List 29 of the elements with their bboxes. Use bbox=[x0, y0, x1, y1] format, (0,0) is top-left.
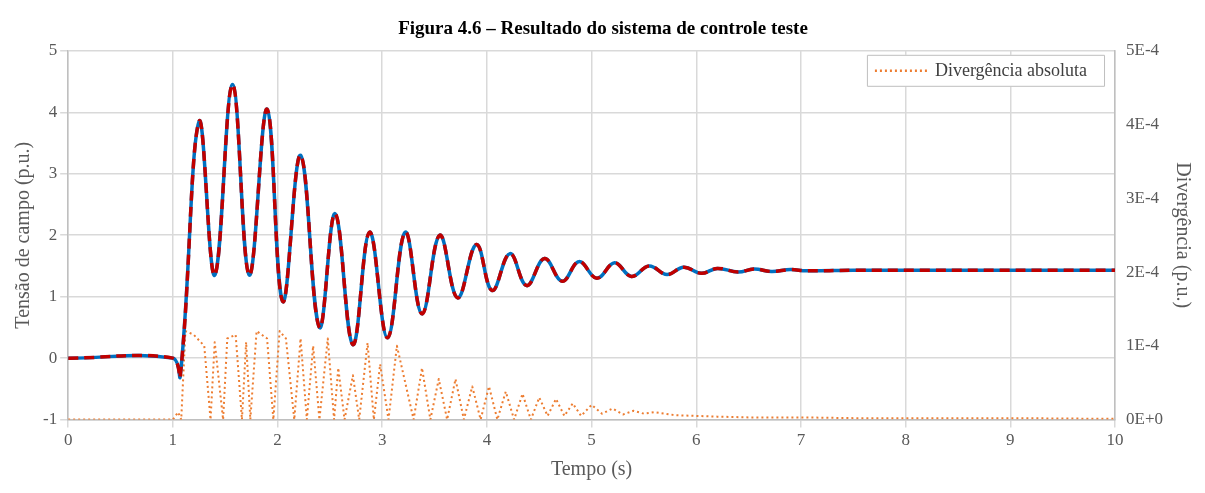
x-tick-label: 7 bbox=[796, 430, 806, 450]
y2-tick-label: 4E-4 bbox=[1126, 114, 1160, 134]
y2-tick-label: 0E+0 bbox=[1126, 409, 1164, 429]
y2-tick-label: 2E-4 bbox=[1126, 261, 1160, 281]
chart-title: Figura 4.6 – Resultado do sistema de controle teste bbox=[398, 17, 808, 39]
y-tick-label: 1 bbox=[48, 286, 58, 306]
x-tick-label: 4 bbox=[482, 430, 492, 450]
x-tick-label: 2 bbox=[273, 430, 282, 450]
y-tick-label: 2 bbox=[48, 224, 58, 244]
y2-tick-label: 1E-4 bbox=[1126, 335, 1160, 355]
x-tick-label: 8 bbox=[901, 430, 910, 450]
y2-tick-label: 5E-4 bbox=[1126, 40, 1160, 60]
legend-label: Divergência absoluta bbox=[934, 59, 1088, 80]
y-tick-label: 3 bbox=[48, 163, 58, 183]
y-tick-label: 5 bbox=[48, 40, 58, 60]
x-tick-label: 5 bbox=[587, 430, 596, 450]
y-tick-label: -1 bbox=[42, 409, 58, 429]
y-tick-label: 0 bbox=[48, 347, 58, 367]
y-axis-title: Tensão de campo (p.u.) bbox=[11, 141, 35, 329]
y2-tick-label: 3E-4 bbox=[1126, 187, 1160, 207]
x-tick-label: 9 bbox=[1006, 430, 1015, 450]
x-tick-label: 0 bbox=[63, 430, 73, 450]
x-axis-title: Tempo (s) bbox=[550, 457, 633, 481]
x-tick-label: 1 bbox=[168, 430, 178, 450]
x-tick-label: 10 bbox=[1106, 430, 1124, 450]
y2-axis-title: Divergência (p.u.) bbox=[1171, 162, 1195, 309]
x-tick-label: 6 bbox=[692, 430, 701, 450]
y-tick-label: 4 bbox=[48, 101, 58, 121]
x-tick-label: 3 bbox=[377, 430, 387, 450]
